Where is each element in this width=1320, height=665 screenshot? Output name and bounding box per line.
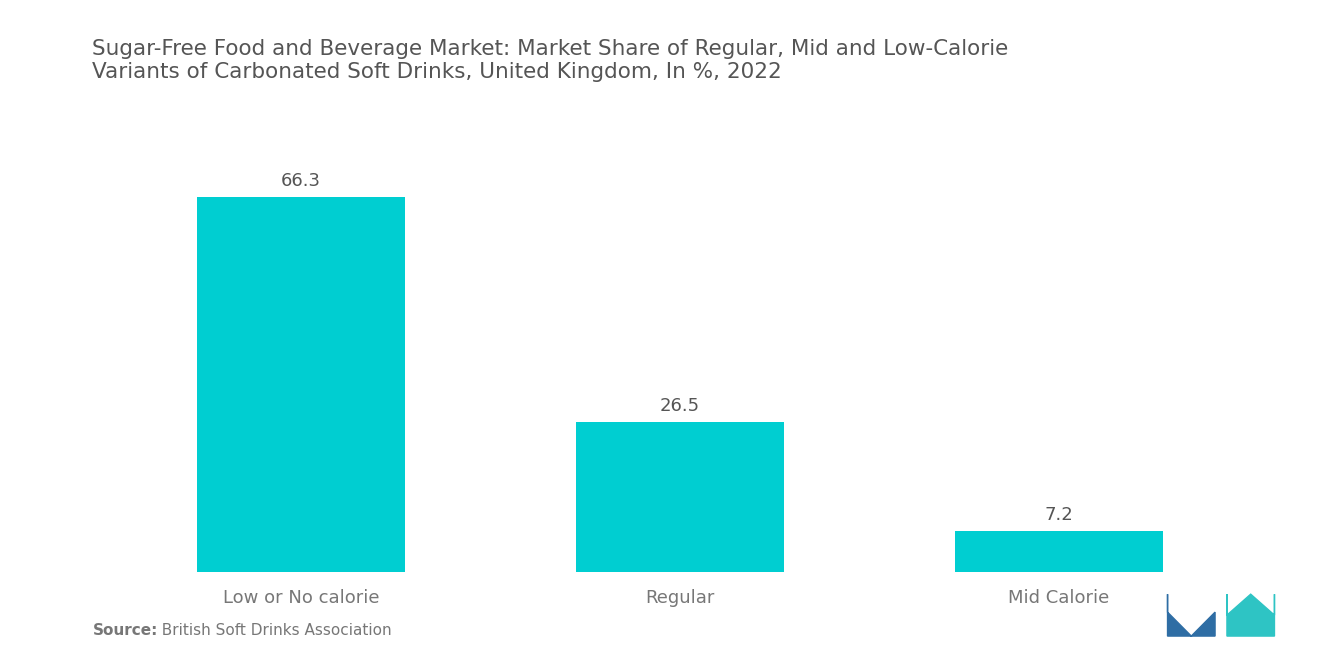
Text: 66.3: 66.3 bbox=[281, 172, 321, 190]
Text: Sugar-Free Food and Beverage Market: Market Share of Regular, Mid and Low-Calori: Sugar-Free Food and Beverage Market: Mar… bbox=[92, 39, 1008, 82]
Text: 26.5: 26.5 bbox=[660, 397, 700, 416]
Bar bbox=[197, 197, 405, 572]
Bar bbox=[954, 531, 1163, 572]
Text: Source:: Source: bbox=[92, 623, 158, 638]
Text: 7.2: 7.2 bbox=[1044, 507, 1073, 525]
Text: British Soft Drinks Association: British Soft Drinks Association bbox=[152, 623, 392, 638]
Bar bbox=[576, 422, 784, 572]
Polygon shape bbox=[1226, 595, 1274, 636]
Polygon shape bbox=[1167, 595, 1214, 636]
